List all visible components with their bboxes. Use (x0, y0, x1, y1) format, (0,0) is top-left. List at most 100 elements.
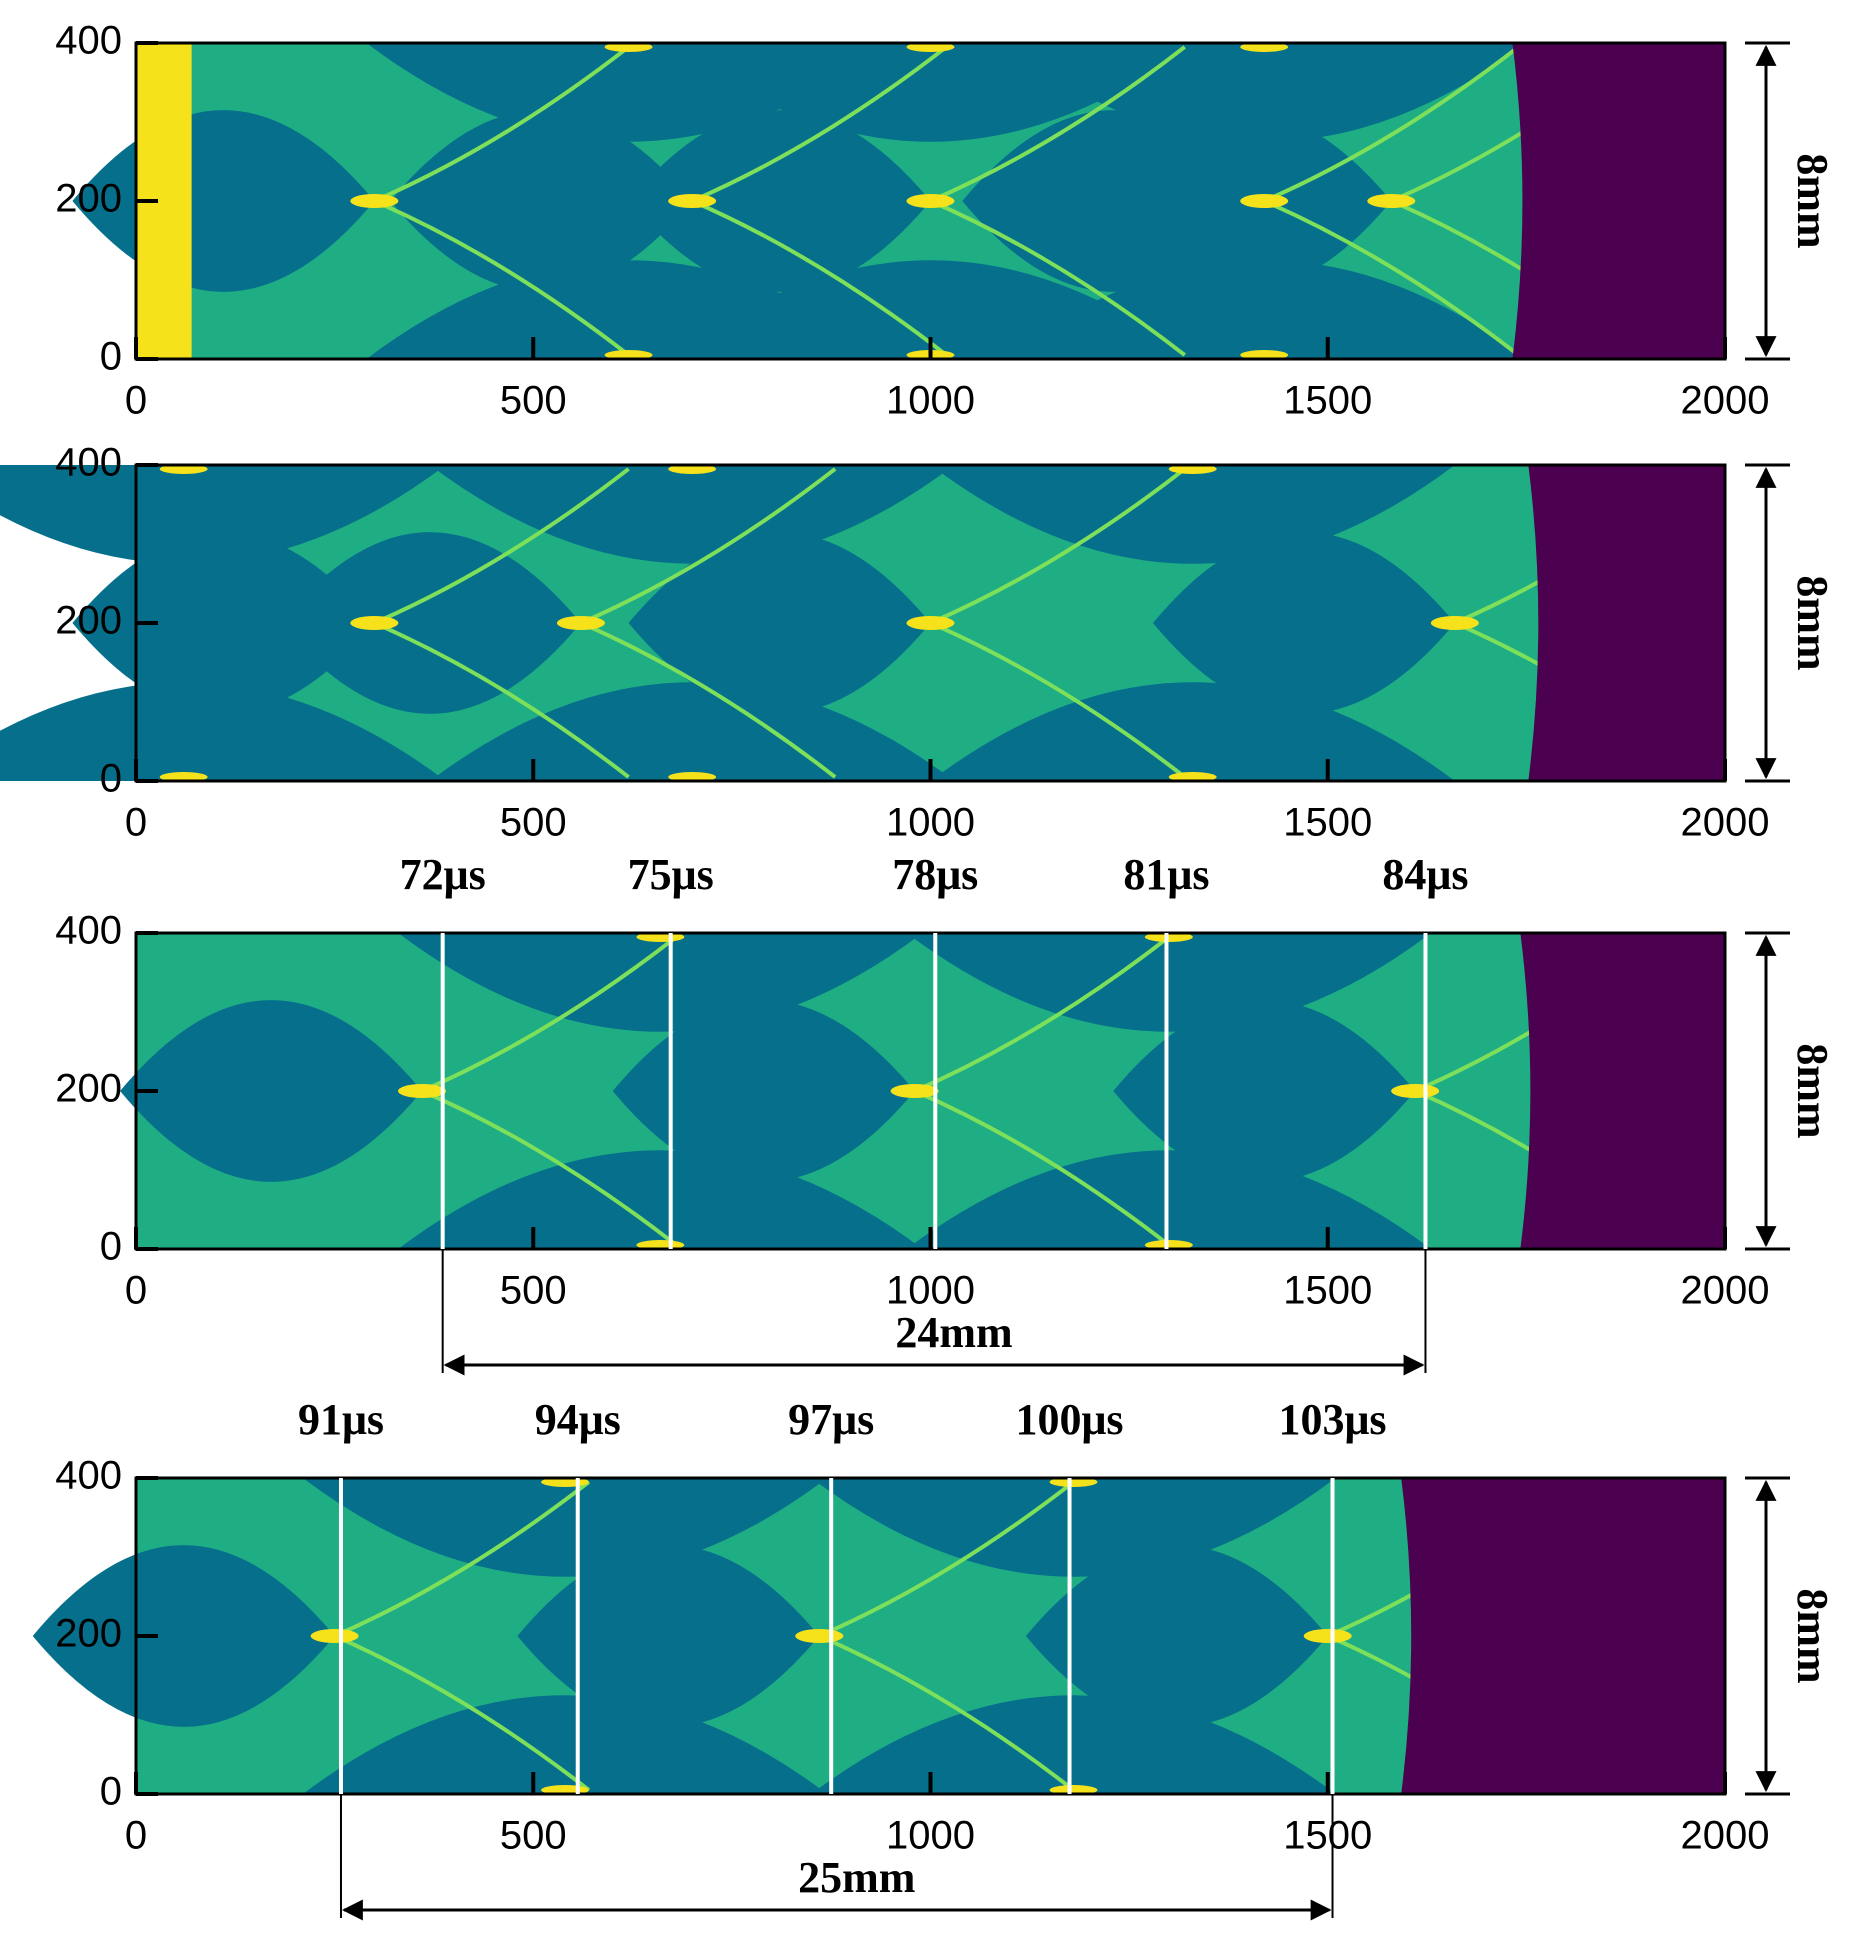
time-marker-label: 78μs (892, 850, 978, 899)
triple-point (310, 1629, 359, 1643)
field-teal (72, 532, 375, 714)
time-marker-label: 81μs (1123, 850, 1209, 899)
contour-field (0, 464, 1725, 782)
x-tick-label: 1000 (886, 1814, 975, 1858)
field-teal (0, 682, 446, 781)
time-marker-label: 94μs (535, 1395, 621, 1444)
x-tick-label: 0 (125, 801, 147, 845)
triple-point (906, 194, 955, 208)
field-teal (32, 1545, 335, 1727)
x-tick-label: 0 (125, 1269, 147, 1313)
shock-line (421, 935, 678, 1247)
field-teal (811, 1695, 1336, 1794)
field-teal (302, 1695, 828, 1794)
field-teal (1152, 532, 1455, 714)
shock-line (373, 45, 630, 357)
time-marker-label: 72μs (400, 850, 486, 899)
field-teal (398, 1150, 923, 1249)
y-tick-label: 400 (55, 19, 122, 63)
x-tick-label: 2000 (1681, 1814, 1770, 1858)
time-marker-label: 97μs (788, 1395, 874, 1444)
contour-field (120, 932, 1725, 1250)
triple-point (906, 616, 955, 630)
height-label: 8mm (1788, 153, 1837, 248)
y-tick-label: 0 (100, 335, 122, 379)
time-marker-label: 91μs (298, 1395, 384, 1444)
detonation-front (1520, 933, 1725, 1249)
x-tick-label: 0 (125, 379, 147, 423)
time-marker-label: 103μs (1278, 1395, 1386, 1444)
x-tick-label: 500 (500, 801, 567, 845)
span-label: 25mm (798, 1853, 915, 1902)
x-tick-label: 500 (500, 1269, 567, 1313)
time-marker-label: 84μs (1382, 850, 1468, 899)
field-teal (517, 1545, 820, 1727)
x-tick-label: 2000 (1681, 801, 1770, 845)
y-tick-label: 200 (55, 1067, 122, 1111)
detonation-front (1528, 465, 1725, 781)
y-tick-label: 400 (55, 909, 122, 953)
shock-line (691, 45, 948, 357)
triple-point (556, 616, 605, 630)
y-tick-label: 0 (100, 757, 122, 801)
triple-point (668, 194, 717, 208)
triple-point (350, 616, 399, 630)
field-teal (302, 1478, 828, 1577)
x-tick-label: 1500 (1283, 1269, 1372, 1313)
field-teal (0, 465, 446, 564)
triple-point (1367, 194, 1416, 208)
x-tick-label: 0 (125, 1814, 147, 1858)
triple-point (890, 1084, 939, 1098)
field-teal (1025, 1545, 1328, 1727)
height-label: 8mm (1788, 1043, 1837, 1138)
field-teal (612, 1000, 915, 1182)
x-tick-label: 1500 (1283, 1814, 1372, 1858)
shock-line (373, 467, 630, 779)
y-tick-label: 400 (55, 441, 122, 485)
field-teal (1113, 1000, 1416, 1182)
contour-field (72, 42, 1725, 360)
x-tick-label: 2000 (1681, 379, 1770, 423)
shock-line (818, 1480, 1075, 1792)
x-tick-label: 500 (500, 1814, 567, 1858)
x-tick-label: 1000 (886, 1269, 975, 1313)
y-tick-label: 400 (55, 1454, 122, 1498)
field-teal (628, 532, 931, 714)
field-teal (930, 465, 1455, 564)
x-tick-label: 2000 (1681, 1269, 1770, 1313)
field-teal (279, 532, 581, 714)
field-teal (628, 110, 931, 292)
y-tick-label: 200 (55, 1612, 122, 1656)
field-teal (811, 1478, 1336, 1577)
field-teal (906, 933, 1432, 1032)
detonation-front (1401, 1478, 1725, 1794)
detonation-front (1512, 43, 1725, 359)
shock-line (913, 935, 1171, 1247)
triple-point (1303, 1629, 1352, 1643)
contour-field (32, 1477, 1725, 1795)
y-tick-label: 200 (55, 177, 122, 221)
shock-line (1263, 45, 1520, 357)
field-teal (120, 1000, 423, 1182)
x-tick-label: 1000 (886, 801, 975, 845)
shock-line (929, 45, 1186, 357)
height-label: 8mm (1788, 1588, 1837, 1683)
triple-point (350, 194, 399, 208)
height-label: 8mm (1788, 575, 1837, 670)
triple-point (398, 1084, 447, 1098)
triple-point (795, 1629, 844, 1643)
field-teal (1002, 43, 1527, 142)
x-tick-label: 1000 (886, 379, 975, 423)
shock-line (580, 467, 837, 779)
field-teal (429, 682, 955, 781)
y-tick-label: 0 (100, 1225, 122, 1269)
field-teal (906, 1150, 1432, 1249)
field-teal (1002, 260, 1527, 359)
x-tick-label: 1500 (1283, 801, 1372, 845)
field-teal (429, 465, 955, 564)
triple-point (1240, 194, 1289, 208)
shock-line (333, 1480, 591, 1792)
y-tick-label: 200 (55, 599, 122, 643)
triple-point (1430, 616, 1479, 630)
